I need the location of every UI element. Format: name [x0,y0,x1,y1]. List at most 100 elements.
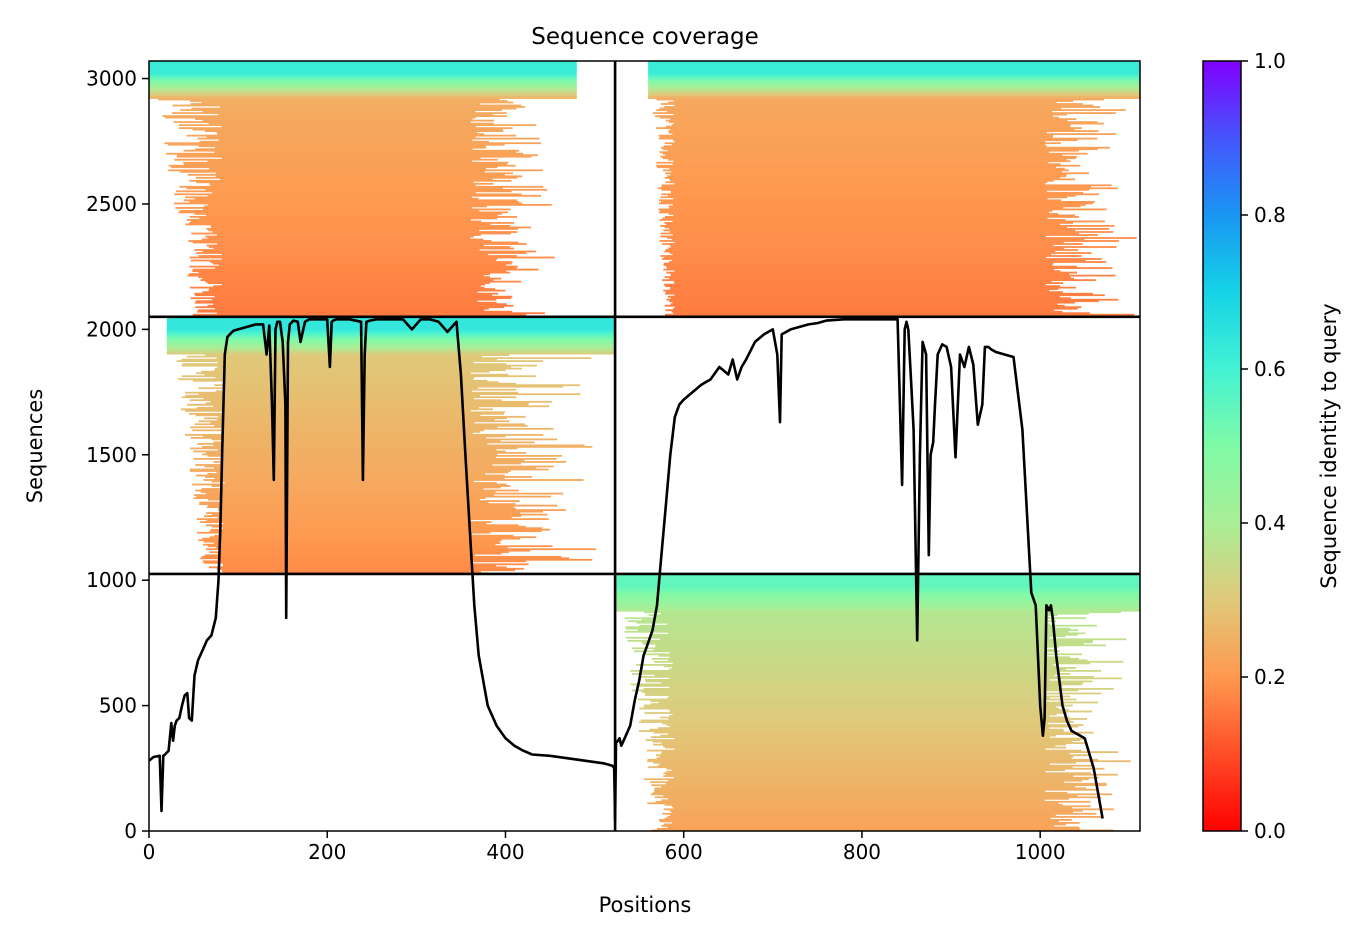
heatmap-row [180,408,494,411]
heatmap-row [177,154,538,157]
heatmap-row [673,100,1074,102]
heatmap-row [149,73,577,75]
heatmap-row [222,570,481,573]
heatmap-row [166,330,616,332]
heatmap-row [208,504,558,507]
heatmap-row [660,225,1115,227]
heatmap-row [664,142,1061,145]
heatmap-row [188,240,492,242]
heatmap-row [149,61,577,63]
heatmap-row [650,793,1113,796]
heatmap-row [669,709,1069,711]
heatmap-row [660,235,1046,238]
heatmap-row [658,727,1049,729]
heatmap-row [216,418,495,421]
heatmap-row [213,467,536,469]
heatmap-row [667,697,1050,699]
heatmap-row [664,817,1051,820]
heatmap-row [671,170,1062,173]
heatmap-row [202,560,526,563]
heatmap-row [615,578,1140,580]
colorbar [1202,60,1242,832]
chart-title: Sequence coverage [531,24,759,50]
heatmap-row [673,312,1090,315]
heatmap-row [648,70,1140,72]
heatmap-row [669,715,1050,717]
heatmap-row [648,83,1140,86]
heatmap-row [197,406,479,409]
heatmap-row [639,707,1059,710]
heatmap-row [194,213,502,215]
heatmap-row [213,285,481,287]
heatmap-row [630,670,1102,672]
heatmap-row [149,74,577,77]
heatmap-row [615,579,1140,582]
heatmap-row [190,470,511,472]
heatmap-row [195,489,519,492]
heatmap-row [667,267,1113,269]
heatmap-row [167,143,505,146]
heatmap-row [209,536,537,539]
heatmap-row [198,387,478,390]
heatmap-row [196,372,471,375]
heatmap-row [671,124,1071,126]
heatmap-row [647,760,1131,763]
heatmap-row [149,62,577,65]
heatmap-row [222,569,516,572]
heatmap-row [206,244,484,247]
heatmap-row [668,205,1081,208]
heatmap-row [665,172,1089,175]
heatmap-row [670,288,1059,290]
heatmap-row [210,184,476,187]
heatmap-row [214,295,513,298]
heatmap-row [199,521,492,523]
heatmap-row [214,424,528,427]
heatmap-row [650,736,1051,738]
heatmap-row [659,755,1074,758]
heatmap-row [645,739,1081,741]
heatmap-row [648,94,1140,96]
heatmap-row [190,259,497,262]
heatmap-row [202,119,495,122]
heatmap-row [674,748,1046,750]
heatmap-row [656,109,1126,111]
heatmap-row [218,139,473,142]
heatmap-row [213,303,507,306]
heatmap-row [217,243,527,245]
heatmap-row [648,80,1140,83]
heatmap-row [166,336,616,338]
heatmap-row [208,545,553,548]
heatmap-row [654,787,1087,790]
heatmap-row [648,86,1140,89]
heatmap-row [648,76,1140,78]
heatmap-row [203,479,584,481]
heatmap-row [194,423,525,426]
heatmap-row [657,166,1056,169]
heatmap-row [196,181,474,184]
heatmap-row [648,766,1073,769]
heatmap-row [638,730,1064,732]
heatmap-row [658,701,1099,704]
heatmap-row [668,194,1076,197]
heatmap-row [211,438,558,441]
heatmap-row [203,543,496,546]
heatmap-row [670,273,1070,275]
colorbar-tick-label: 0.8 [1254,203,1286,227]
heatmap-row [173,121,471,123]
heatmap-row [615,606,1140,609]
heatmap-row [207,304,514,307]
heatmap-row [669,300,1099,303]
heatmap-row [667,623,1051,626]
heatmap-row [172,104,522,107]
heatmap-row [202,291,478,293]
heatmap-row [189,256,555,259]
heatmap-row [659,638,1127,641]
heatmap-row [673,122,1104,125]
heatmap-row [673,113,1067,116]
heatmap-row [202,453,498,456]
heatmap-row [204,373,509,376]
heatmap-row [215,390,473,393]
heatmap-row [670,274,1116,277]
heatmap-row [650,703,1062,705]
heatmap-row [660,210,1053,212]
